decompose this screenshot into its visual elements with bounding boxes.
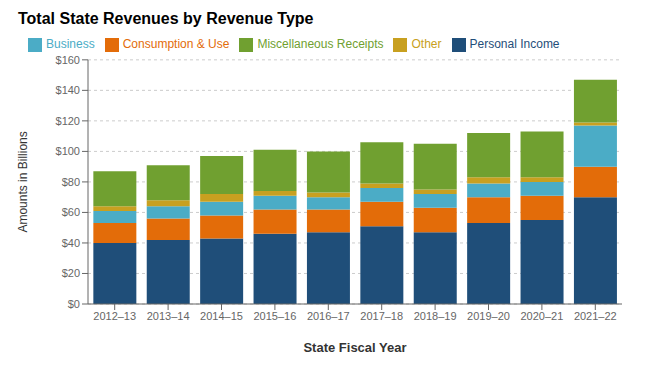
svg-text:$40: $40 — [62, 237, 80, 249]
svg-text:Amounts in Billions: Amounts in Billions — [16, 131, 30, 232]
svg-text:2015–16: 2015–16 — [253, 310, 296, 322]
svg-text:$140: $140 — [56, 84, 80, 96]
svg-text:$100: $100 — [56, 145, 80, 157]
svg-text:2012–13: 2012–13 — [93, 310, 136, 322]
svg-text:$60: $60 — [62, 206, 80, 218]
html-text:Total State Revenues by Revenu: Total State Revenues by Revenue Type — [18, 10, 314, 27]
svg-text:$0: $0 — [68, 298, 80, 310]
html-text:Business: Business — [46, 37, 95, 51]
svg-text:2018–19: 2018–19 — [414, 310, 457, 322]
svg-text:2013–14: 2013–14 — [147, 310, 190, 322]
html-text:Miscellaneous Receipts: Miscellaneous Receipts — [257, 37, 384, 51]
svg-text:2020–21: 2020–21 — [520, 310, 563, 322]
svg-text:State Fiscal Year: State Fiscal Year — [303, 340, 406, 355]
svg-text:$80: $80 — [62, 176, 80, 188]
svg-text:2014–15: 2014–15 — [200, 310, 243, 322]
html-text:Consumption & Use: Consumption & Use — [122, 37, 230, 51]
svg-text:2016–17: 2016–17 — [307, 310, 350, 322]
svg-text:2019–20: 2019–20 — [467, 310, 510, 322]
svg-text:2017–18: 2017–18 — [360, 310, 403, 322]
svg-text:2021–22: 2021–22 — [574, 310, 617, 322]
svg-text:$20: $20 — [62, 267, 80, 279]
svg-text:$120: $120 — [56, 115, 80, 127]
svg-text:$160: $160 — [56, 54, 80, 66]
html-text:Personal Income: Personal Income — [469, 37, 560, 51]
html-text:Other: Other — [411, 37, 442, 51]
